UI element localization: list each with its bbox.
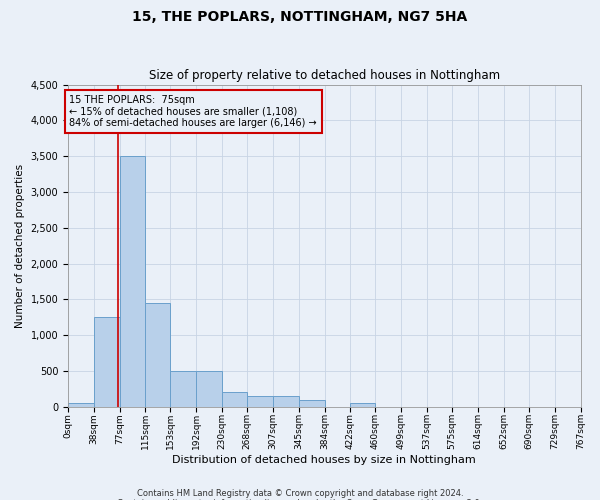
Bar	[247, 396, 273, 407]
X-axis label: Distribution of detached houses by size in Nottingham: Distribution of detached houses by size …	[172, 455, 476, 465]
Bar	[170, 371, 196, 407]
Bar	[94, 318, 119, 407]
Bar	[299, 400, 325, 407]
Bar	[350, 403, 376, 407]
Bar	[68, 403, 94, 407]
Title: Size of property relative to detached houses in Nottingham: Size of property relative to detached ho…	[149, 69, 500, 82]
Bar	[273, 396, 299, 407]
Bar	[145, 303, 170, 407]
Bar	[196, 371, 222, 407]
Bar	[222, 392, 247, 407]
Text: Contains public sector information licensed under the Open Government Licence v3: Contains public sector information licen…	[118, 498, 482, 500]
Text: 15, THE POPLARS, NOTTINGHAM, NG7 5HA: 15, THE POPLARS, NOTTINGHAM, NG7 5HA	[133, 10, 467, 24]
Text: 15 THE POPLARS:  75sqm
← 15% of detached houses are smaller (1,108)
84% of semi-: 15 THE POPLARS: 75sqm ← 15% of detached …	[70, 96, 317, 128]
Bar	[119, 156, 145, 407]
Y-axis label: Number of detached properties: Number of detached properties	[15, 164, 25, 328]
Text: Contains HM Land Registry data © Crown copyright and database right 2024.: Contains HM Land Registry data © Crown c…	[137, 488, 463, 498]
